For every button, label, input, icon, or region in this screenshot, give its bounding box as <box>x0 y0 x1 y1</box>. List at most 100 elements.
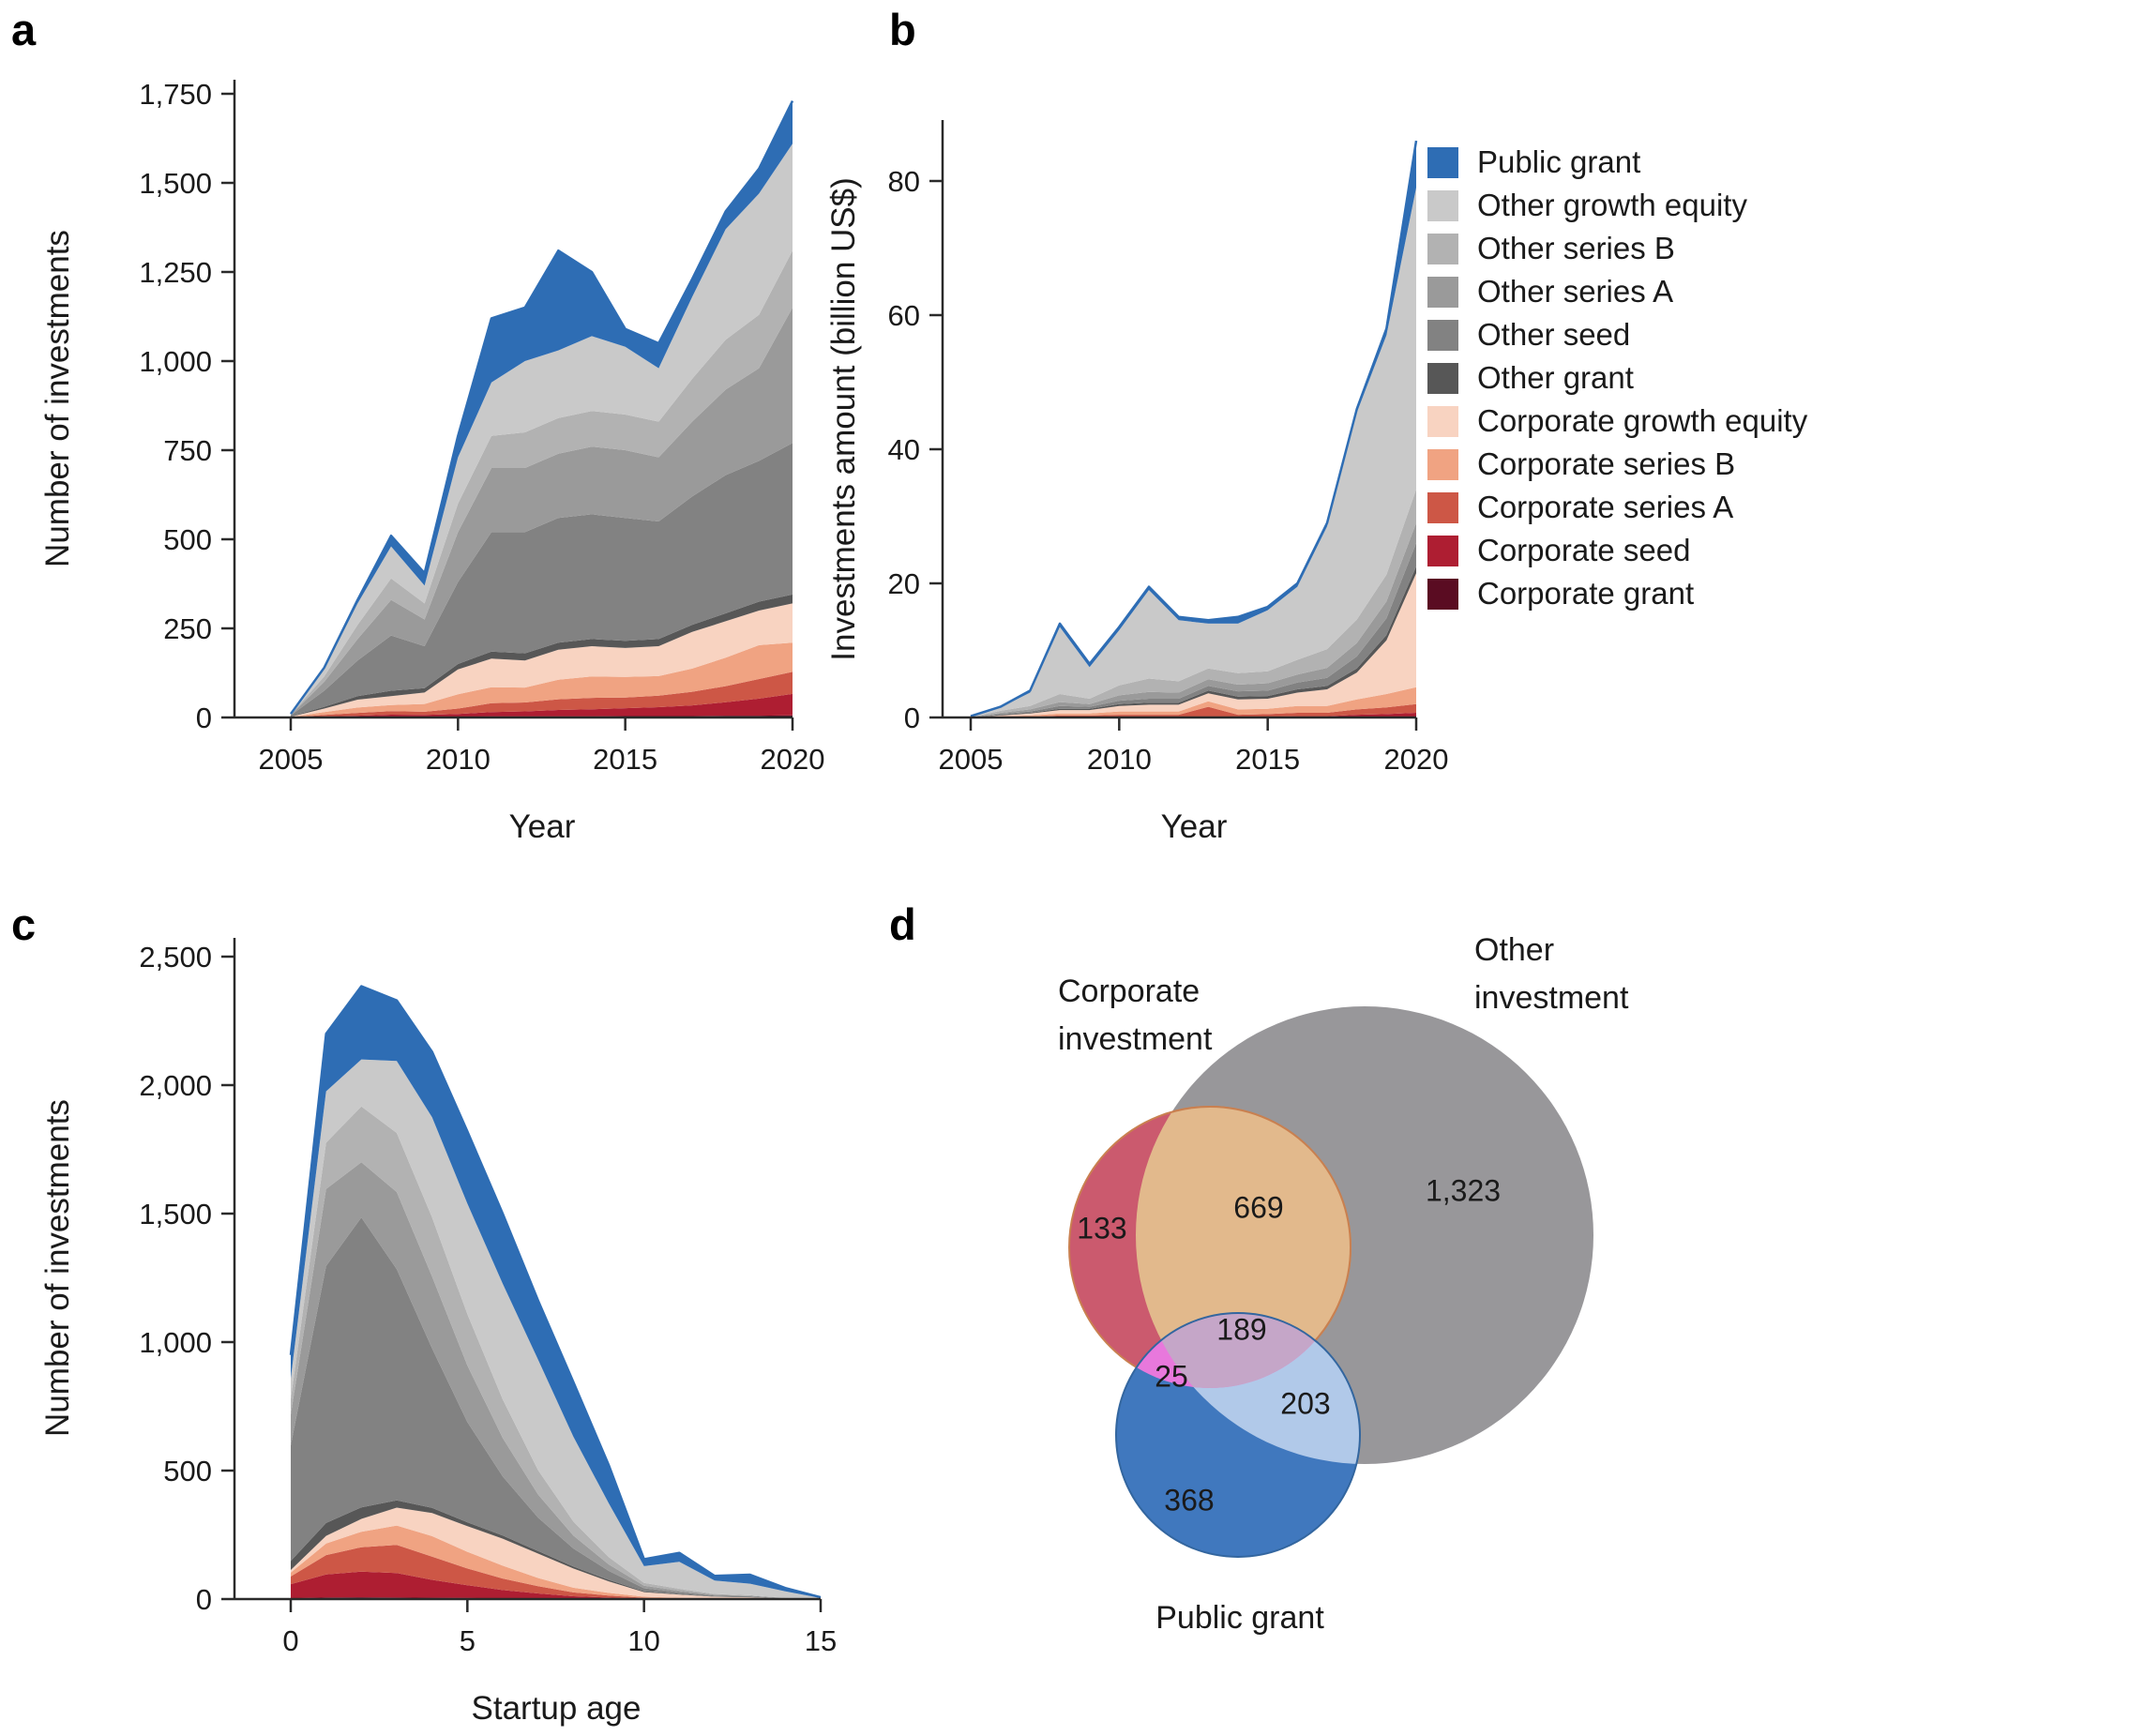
venn-label-corporate-line1: Corporate <box>1058 974 1200 1009</box>
legend-swatch-corporate-growth-equity <box>1427 405 1458 437</box>
venn-value-corporate-and-public: 25 <box>1155 1359 1188 1394</box>
x-tick-label-b: 2015 <box>1235 743 1300 776</box>
area-a-corporate-series-a <box>291 672 793 717</box>
x-tick-label-c: 5 <box>460 1624 476 1657</box>
legend-label-other-seed: Other seed <box>1477 317 1631 352</box>
y-tick-label-c: 2,500 <box>139 941 212 974</box>
panel-c-axes <box>221 938 823 1612</box>
legend-label-corporate-series-b: Corporate series B <box>1477 446 1736 481</box>
area-c-corporate-series-b <box>291 1525 821 1599</box>
legend-item-corporate-growth-equity: Corporate growth equity <box>1427 400 1807 443</box>
area-c-other-series-a <box>291 1162 821 1599</box>
x-tick-label-c: 0 <box>282 1624 298 1657</box>
legend-label-other-grant: Other grant <box>1477 360 1634 395</box>
legend-swatch-public-grant <box>1427 146 1458 178</box>
y-tick-label-a: 500 <box>163 523 212 556</box>
legend-swatch-other-seed <box>1427 319 1458 351</box>
panel-a-x-axis-title: Year <box>508 808 576 845</box>
venn-label-other-line2: investment <box>1474 980 1629 1016</box>
y-tick-label-b: 60 <box>888 299 920 332</box>
y-tick-label-a: 750 <box>163 434 212 467</box>
x-tick-label-a: 2010 <box>426 743 491 776</box>
y-tick-label-a: 1,250 <box>139 256 212 289</box>
venn-diagram <box>1068 1006 1593 1558</box>
area-c-public-grant <box>291 986 821 1598</box>
area-a-corporate-growth-equity <box>291 603 793 717</box>
x-tick-label-b: 2010 <box>1087 743 1152 776</box>
panel-c-letter: c <box>11 899 37 949</box>
venn-value-corporate-only: 133 <box>1077 1211 1127 1245</box>
y-tick-label-a: 1,000 <box>139 345 212 378</box>
panel-a-axes <box>221 80 794 731</box>
legend-item-other-seed: Other seed <box>1427 313 1807 356</box>
legend-label-corporate-growth-equity: Corporate growth equity <box>1477 403 1808 438</box>
legend-label-other-growth-equity: Other growth equity <box>1477 188 1747 222</box>
x-tick-label-a: 2005 <box>259 743 324 776</box>
panel-a-letter: a <box>11 5 37 54</box>
legend-item-corporate-series-a: Corporate series A <box>1427 486 1807 529</box>
venn-value-other-only: 1,323 <box>1425 1173 1502 1208</box>
legend-item-other-growth-equity: Other growth equity <box>1427 184 1807 227</box>
legend-label-public-grant: Public grant <box>1477 144 1641 179</box>
legend-label-corporate-grant: Corporate grant <box>1477 576 1695 611</box>
venn-label-public-line1: Public grant <box>1155 1600 1324 1636</box>
y-tick-label-c: 2,000 <box>139 1069 212 1102</box>
area-b-other-growth-equity <box>971 188 1416 717</box>
legend-item-corporate-series-b: Corporate series B <box>1427 443 1807 486</box>
legend-item-corporate-grant: Corporate grant <box>1427 572 1807 615</box>
area-c-other-seed <box>291 1217 821 1599</box>
y-tick-label-b: 20 <box>888 567 920 600</box>
legend-item-other-series-b: Other series B <box>1427 227 1807 270</box>
panel-b-y-axis-title: Investments amount (billion US$) <box>825 177 862 661</box>
area-c-corporate-seed <box>291 1571 821 1599</box>
venn-value-triple-overlap: 189 <box>1216 1312 1267 1347</box>
y-tick-label-a: 250 <box>163 612 212 645</box>
y-tick-label-b: 40 <box>888 433 920 466</box>
legend-item-other-grant: Other grant <box>1427 356 1807 400</box>
x-tick-label-c: 10 <box>627 1624 659 1657</box>
top-edge-c <box>289 985 822 1599</box>
y-tick-label-b: 80 <box>888 165 920 198</box>
area-b-other-series-b <box>971 489 1416 717</box>
legend-swatch-corporate-series-b <box>1427 448 1458 480</box>
area-c-corporate-series-a <box>291 1545 821 1599</box>
area-a-other-seed <box>291 443 793 717</box>
x-tick-label-a: 2015 <box>593 743 657 776</box>
legend-swatch-other-grant <box>1427 362 1458 394</box>
x-tick-label-b: 2005 <box>939 743 1004 776</box>
venn-value-corporate-and-other: 669 <box>1233 1190 1284 1225</box>
venn-circle-public-grant-outline <box>1115 1312 1361 1558</box>
venn-label-corporate-line2: investment <box>1058 1021 1213 1057</box>
y-tick-label-c: 500 <box>163 1455 212 1487</box>
area-a-corporate-series-b <box>291 642 793 717</box>
y-tick-label-c: 1,500 <box>139 1198 212 1230</box>
y-tick-label-c: 1,000 <box>139 1326 212 1359</box>
panel-c-y-axis-title: Number of investments <box>39 1099 76 1437</box>
x-tick-label-a: 2020 <box>761 743 825 776</box>
panel-b-letter: b <box>889 5 916 54</box>
legend-label-corporate-seed: Corporate seed <box>1477 533 1691 567</box>
legend: Public grant Other growth equity Other ser… <box>1427 141 1807 615</box>
venn-value-public-only: 368 <box>1164 1483 1215 1517</box>
legend-swatch-other-series-a <box>1427 276 1458 308</box>
panel-d-letter: d <box>889 899 916 949</box>
y-tick-label-c: 0 <box>196 1583 212 1616</box>
y-tick-label-a: 1,500 <box>139 167 212 200</box>
legend-swatch-other-series-b <box>1427 233 1458 264</box>
y-tick-label-a: 0 <box>196 702 212 734</box>
legend-item-other-series-a: Other series A <box>1427 270 1807 313</box>
venn-label-public-grant: Public grant <box>1155 1594 1324 1642</box>
legend-label-other-series-b: Other series B <box>1477 231 1675 265</box>
panel-b-x-axis-title: Year <box>1160 808 1228 845</box>
top-edge-b <box>970 140 1418 717</box>
venn-label-other-investment: Other investment <box>1474 927 1628 1022</box>
legend-swatch-corporate-series-a <box>1427 491 1458 523</box>
panel-c-x-axis-title: Startup age <box>471 1690 642 1727</box>
panel-a-y-axis-title: Number of investments <box>39 230 76 567</box>
area-b-corporate-series-b <box>971 687 1416 717</box>
y-tick-label-b: 0 <box>904 702 920 734</box>
area-c-other-series-b <box>291 1106 821 1599</box>
legend-label-other-series-a: Other series A <box>1477 274 1674 309</box>
